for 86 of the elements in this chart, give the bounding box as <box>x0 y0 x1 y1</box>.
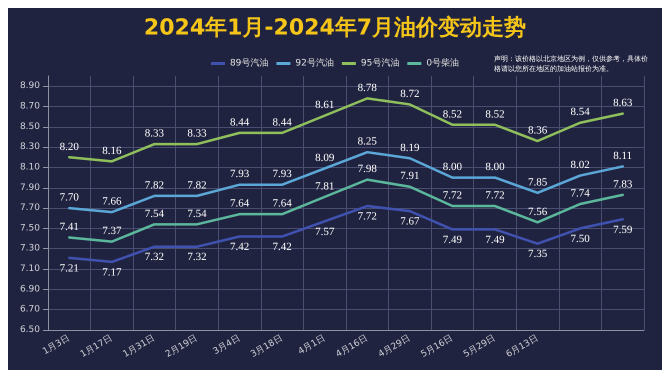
legend-label: 89号汽油 <box>230 58 268 68</box>
data-label: 7.37 <box>102 225 122 238</box>
data-label: 8.00 <box>485 161 506 174</box>
data-label: 7.82 <box>187 179 207 192</box>
data-label: 8.20 <box>60 140 80 153</box>
data-label: 7.42 <box>230 241 250 254</box>
data-label: 8.25 <box>358 136 378 148</box>
data-label: 7.21 <box>60 262 79 274</box>
data-label: 7.35 <box>528 248 548 260</box>
data-label: 8.33 <box>144 128 165 140</box>
y-tick-label: 8.30 <box>20 142 40 152</box>
y-tick-label: 8.50 <box>20 122 40 132</box>
x-tick-label: 1月31日 <box>121 334 157 360</box>
y-tick-label: 8.10 <box>20 162 40 172</box>
data-label: 7.91 <box>400 170 420 182</box>
data-label: 8.44 <box>230 116 250 128</box>
x-tick-label: 1月17日 <box>78 334 114 360</box>
legend-label: 0号柴油 <box>426 58 460 68</box>
y-tick-label: 7.90 <box>20 182 40 193</box>
data-label: 7.56 <box>528 206 548 218</box>
data-label: 7.59 <box>613 224 633 236</box>
x-tick-label: 2月19日 <box>164 334 200 360</box>
data-label: 7.66 <box>102 196 122 208</box>
data-label: 7.32 <box>144 251 164 264</box>
x-tick-label: 1月3日 <box>41 334 72 358</box>
data-label: 7.85 <box>528 176 548 188</box>
data-label: 7.70 <box>60 192 80 204</box>
data-label: 7.93 <box>272 168 292 180</box>
data-label: 8.33 <box>187 128 208 140</box>
data-label: 8.02 <box>570 159 590 172</box>
data-label: 7.67 <box>400 216 420 228</box>
data-label: 7.32 <box>187 251 207 264</box>
data-label: 8.72 <box>400 88 420 100</box>
data-label: 8.16 <box>102 144 122 157</box>
data-label: 7.98 <box>358 163 378 176</box>
data-label: 8.78 <box>358 82 378 94</box>
y-tick-label: 7.50 <box>20 223 40 234</box>
data-label: 8.19 <box>400 142 420 154</box>
y-tick-label: 6.90 <box>20 284 40 294</box>
legend-label: 92号汽油 <box>295 58 334 68</box>
x-tick-label: 4月16日 <box>334 334 370 360</box>
x-tick-label: 5月29日 <box>462 334 498 360</box>
data-label: 7.82 <box>144 179 164 192</box>
data-label: 7.50 <box>570 232 590 245</box>
data-label: 8.00 <box>442 161 463 174</box>
data-label: 7.72 <box>358 210 377 223</box>
data-label: 7.81 <box>315 180 334 192</box>
data-label: 8.61 <box>315 99 334 112</box>
data-label: 7.17 <box>102 266 122 278</box>
y-tick-label: 8.90 <box>20 81 40 92</box>
data-label: 7.93 <box>230 168 250 180</box>
data-label: 7.72 <box>485 190 505 202</box>
x-tick-label: 4月29日 <box>376 334 412 360</box>
data-label: 7.49 <box>442 234 463 246</box>
y-tick-label: 8.70 <box>20 101 40 112</box>
data-label: 7.74 <box>570 188 590 200</box>
data-label: 7.42 <box>272 241 292 254</box>
data-label: 8.52 <box>485 108 505 120</box>
x-tick-label: 6月13日 <box>504 334 540 360</box>
data-label: 8.63 <box>613 97 633 110</box>
data-label: 7.41 <box>60 221 79 234</box>
data-label: 8.36 <box>528 124 548 137</box>
data-label: 8.11 <box>613 150 632 162</box>
x-tick-label: 3月18日 <box>249 334 285 360</box>
data-label: 7.64 <box>230 198 250 210</box>
data-label: 7.57 <box>315 226 335 238</box>
x-tick-label: 4月1日 <box>296 334 328 358</box>
data-label: 7.54 <box>187 208 208 220</box>
y-tick-label: 7.70 <box>20 203 40 214</box>
y-tick-label: 6.50 <box>20 325 40 335</box>
chart-title: 2024年1月-2024年7月油价变动走势 <box>144 14 526 40</box>
data-label: 7.49 <box>485 234 506 246</box>
data-label: 7.83 <box>613 178 633 190</box>
data-label: 7.54 <box>144 208 165 220</box>
y-tick-label: 7.30 <box>20 244 40 254</box>
x-tick-label: 5月16日 <box>419 334 455 360</box>
data-label: 8.09 <box>315 152 335 164</box>
data-label: 8.52 <box>442 108 462 120</box>
y-tick-label: 6.70 <box>20 304 40 315</box>
data-label: 7.64 <box>272 198 292 210</box>
legend-label: 95号汽油 <box>360 58 400 68</box>
data-label: 7.72 <box>442 190 462 202</box>
y-tick-label: 7.10 <box>20 264 40 274</box>
data-label: 8.44 <box>272 116 292 128</box>
data-label: 8.54 <box>570 106 590 118</box>
x-tick-label: 3月4日 <box>212 334 242 358</box>
